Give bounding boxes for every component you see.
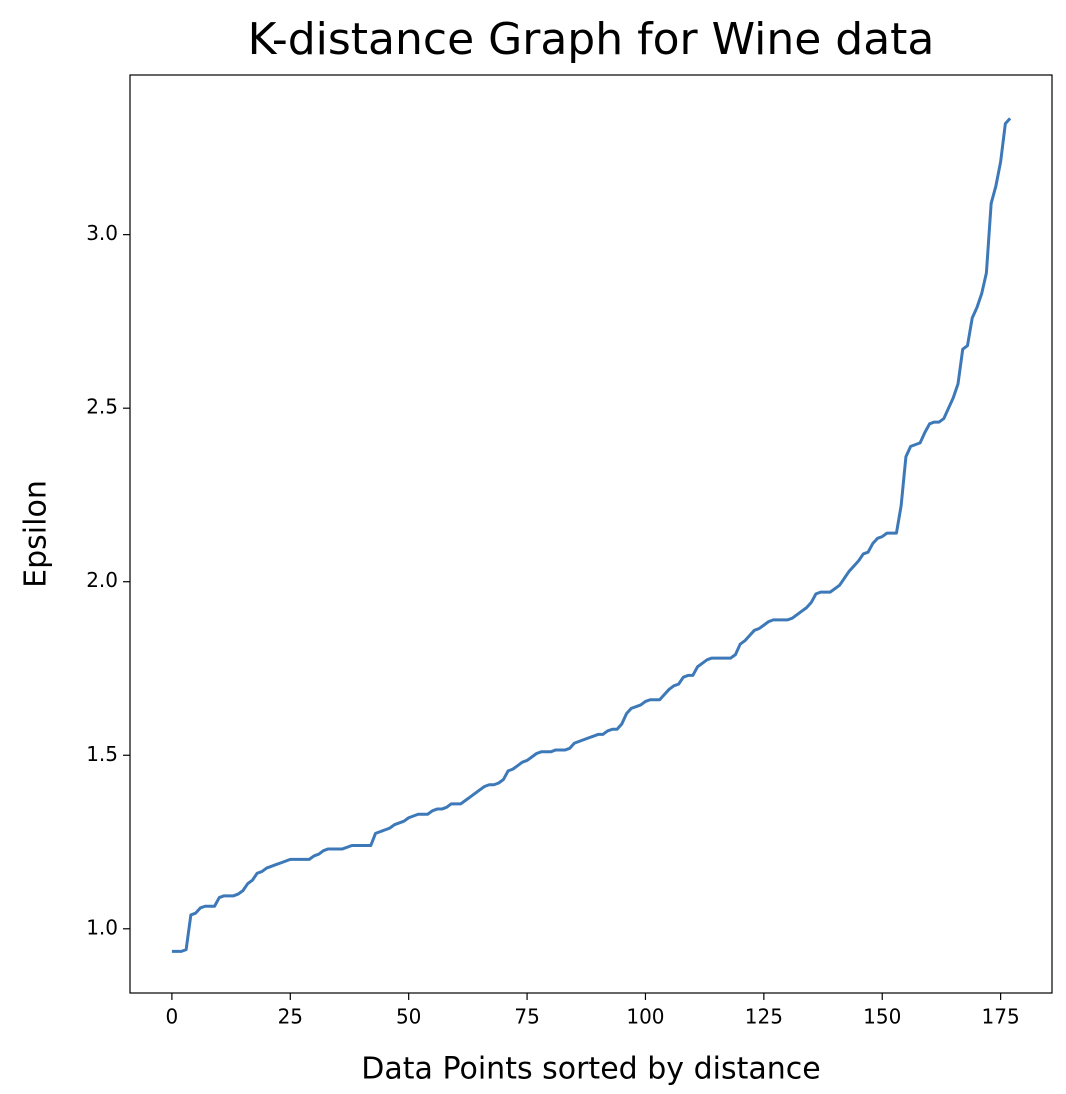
data-line	[171, 117, 1012, 953]
x-tick-label: 175	[982, 1005, 1020, 1029]
y-tick-label: 1.5	[86, 742, 118, 766]
x-tick-label: 50	[396, 1005, 421, 1029]
x-axis-label: Data Points sorted by distance	[361, 1052, 820, 1087]
plot-frame	[129, 74, 1053, 994]
y-axis-label: Epsilon	[19, 480, 54, 588]
x-tick-label: 0	[166, 1005, 179, 1029]
x-tick-label: 150	[863, 1005, 901, 1029]
x-tick-label: 75	[514, 1005, 539, 1029]
y-tick-label: 2.5	[86, 395, 118, 419]
x-tick-label: 125	[745, 1005, 783, 1029]
chart-title: K-distance Graph for Wine data	[248, 14, 935, 65]
y-tick-label: 2.0	[86, 568, 118, 592]
x-tick-label: 25	[278, 1005, 303, 1029]
x-tick-label: 100	[626, 1005, 664, 1029]
y-tick-label: 3.0	[86, 221, 118, 245]
y-tick-label: 1.0	[86, 915, 118, 939]
